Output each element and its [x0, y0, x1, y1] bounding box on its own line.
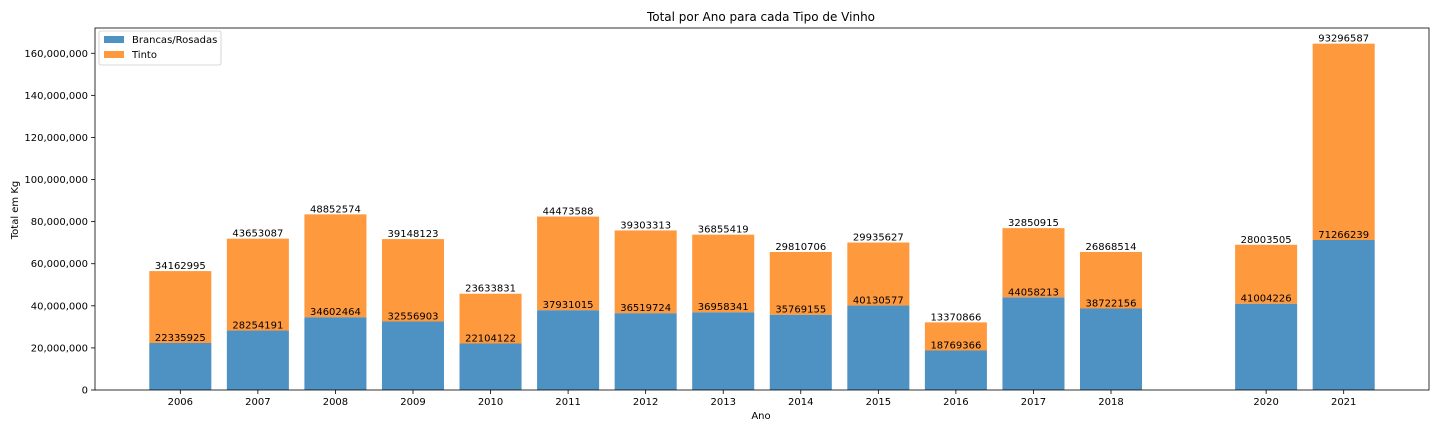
x-tick-label: 2009 [400, 397, 425, 408]
bar-brancas-rosadas-2006 [149, 342, 212, 390]
x-axis-label: Ano [751, 411, 770, 422]
data-label-tinto-2009: 39148123 [388, 229, 439, 240]
data-label-tinto-2021: 93296587 [1318, 34, 1369, 45]
legend-swatch-tinto [104, 51, 124, 58]
bar-tinto-2009 [381, 239, 445, 322]
y-tick-label: 80,000,000 [31, 217, 88, 228]
data-label-tinto-2014: 29810706 [775, 242, 826, 253]
bar-brancas-rosadas-2020 [1235, 303, 1298, 390]
bar-brancas-rosadas-2007 [226, 330, 289, 390]
bar-tinto-2018 [1079, 251, 1143, 309]
y-tick-label: 120,000,000 [24, 133, 88, 144]
bar-tinto-2010 [459, 293, 522, 344]
data-label-tinto-2011: 44473588 [543, 207, 594, 218]
data-label-brancas-rosadas-2014: 35769155 [775, 305, 826, 316]
bar-brancas-rosadas-2009 [381, 321, 445, 390]
x-tick-label: 2018 [1098, 397, 1123, 408]
bar-brancas-rosadas-2016 [924, 350, 987, 390]
bar-tinto-2013 [692, 234, 755, 313]
bar-labels-layer: 22335925 34162995 28254191 43653087 34602464… [155, 34, 1369, 352]
data-label-brancas-rosadas-2017: 44058213 [1008, 287, 1059, 298]
data-label-brancas-rosadas-2007: 28254191 [232, 321, 283, 332]
data-label-tinto-2012: 39303313 [620, 220, 671, 231]
x-tick-label: 2010 [478, 397, 503, 408]
data-label-brancas-rosadas-2010: 22104122 [465, 333, 516, 344]
data-label-tinto-2017: 32850915 [1008, 218, 1059, 229]
data-label-tinto-2015: 29935627 [853, 233, 904, 244]
legend-box [98, 30, 222, 66]
bar-brancas-rosadas-2008 [304, 317, 367, 390]
data-label-brancas-rosadas-2015: 40130577 [853, 296, 904, 307]
bar-brancas-rosadas-2010 [459, 343, 522, 390]
bar-brancas-rosadas-2017 [1002, 297, 1065, 390]
y-axis: 0 20,000,000 40,000,000 60,000,000 80,000,00… [24, 49, 95, 397]
y-tick-label: 40,000,000 [31, 301, 88, 312]
y-tick-label: 160,000,000 [24, 49, 88, 60]
data-label-brancas-rosadas-2012: 36519724 [620, 303, 671, 314]
data-label-tinto-2007: 43653087 [232, 229, 283, 240]
data-label-tinto-2020: 28003505 [1241, 235, 1292, 246]
legend-label-tinto: Tinto [131, 50, 157, 61]
x-tick-label: 2020 [1253, 397, 1278, 408]
data-label-brancas-rosadas-2009: 32556903 [388, 311, 439, 322]
bar-tinto-2014 [769, 251, 832, 315]
x-tick-label: 2014 [788, 397, 813, 408]
x-tick-label: 2012 [633, 397, 658, 408]
data-label-tinto-2013: 36855419 [698, 225, 749, 236]
bar-tinto-2020 [1235, 244, 1298, 304]
bar-brancas-rosadas-2013 [692, 312, 755, 390]
bar-brancas-rosadas-2014 [769, 314, 832, 390]
data-label-tinto-2016: 13370866 [930, 312, 981, 323]
x-axis: 2006 2007 2008 2009 2010 2011 2012 2013 2014 2015… [168, 390, 1356, 408]
x-tick-label: 2021 [1331, 397, 1356, 408]
data-label-brancas-rosadas-2008: 34602464 [310, 307, 361, 318]
bar-tinto-2012 [614, 230, 677, 314]
data-label-brancas-rosadas-2021: 71266239 [1318, 230, 1369, 241]
x-tick-label: 2011 [555, 397, 580, 408]
data-label-brancas-rosadas-2013: 36958341 [698, 302, 749, 313]
y-tick-label: 20,000,000 [31, 343, 88, 354]
data-label-tinto-2010: 23633831 [465, 284, 516, 295]
chart-title: Total por Ano para cada Tipo de Vinho [646, 10, 875, 24]
bar-brancas-rosadas-2015 [847, 305, 910, 390]
x-tick-label: 2008 [323, 397, 348, 408]
legend-label-brancas-rosadas: Brancas/Rosadas [132, 35, 217, 46]
plot-frame [94, 27, 1430, 391]
data-label-brancas-rosadas-2020: 41004226 [1241, 294, 1292, 305]
bar-brancas-rosadas-2021 [1312, 240, 1375, 390]
bars-layer [149, 43, 1375, 390]
data-label-tinto-2018: 26868514 [1086, 242, 1137, 253]
y-tick-label: 140,000,000 [24, 91, 88, 102]
legend: Brancas/Rosadas Tinto [98, 30, 222, 66]
y-tick-label: 0 [82, 386, 88, 397]
y-axis-label: Total em Kg [10, 181, 21, 241]
x-tick-label: 2015 [866, 397, 891, 408]
y-tick-label: 60,000,000 [31, 259, 88, 270]
x-tick-label: 2017 [1021, 397, 1046, 408]
bar-tinto-2021 [1312, 43, 1375, 241]
bar-tinto-2017 [1002, 228, 1065, 298]
y-tick-label: 100,000,000 [24, 175, 88, 186]
bar-tinto-2016 [924, 322, 987, 351]
bar-tinto-2011 [537, 216, 600, 311]
bar-tinto-2006 [149, 271, 212, 343]
x-tick-label: 2007 [245, 397, 270, 408]
x-tick-label: 2016 [943, 397, 968, 408]
bar-tinto-2015 [847, 242, 910, 306]
bar-brancas-rosadas-2018 [1079, 308, 1143, 390]
x-tick-label: 2006 [168, 397, 193, 408]
bar-tinto-2008 [304, 214, 367, 318]
x-tick-label: 2013 [710, 397, 735, 408]
data-label-brancas-rosadas-2006: 22335925 [155, 333, 206, 344]
bar-brancas-rosadas-2011 [537, 310, 600, 390]
bar-tinto-2007 [226, 238, 289, 331]
data-label-tinto-2006: 34162995 [155, 261, 206, 272]
data-label-tinto-2008: 48852574 [310, 204, 361, 215]
data-label-brancas-rosadas-2011: 37931015 [543, 300, 594, 311]
legend-swatch-brancas-rosadas [104, 36, 124, 43]
data-label-brancas-rosadas-2018: 38722156 [1086, 299, 1137, 310]
bar-brancas-rosadas-2012 [614, 313, 677, 390]
data-label-brancas-rosadas-2016: 18769366 [930, 340, 981, 351]
